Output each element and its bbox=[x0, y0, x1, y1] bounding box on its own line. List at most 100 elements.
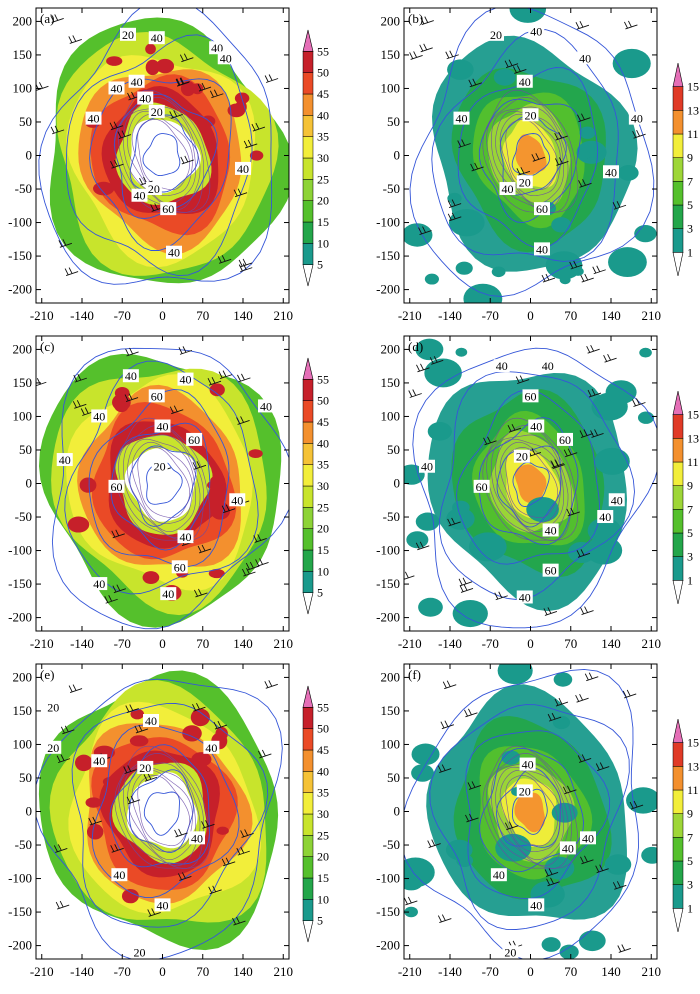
shade-patch bbox=[427, 422, 452, 441]
y-tick-label: 0 bbox=[394, 148, 401, 163]
wind-barb bbox=[50, 14, 64, 23]
contour-label-bg bbox=[154, 898, 171, 912]
colorbar-swatch bbox=[302, 379, 314, 401]
contour-label-text: 40 bbox=[456, 112, 468, 126]
contour-label: 20 bbox=[516, 784, 533, 798]
contour-label-bg bbox=[45, 700, 62, 714]
y-tick-label: -50 bbox=[383, 837, 400, 852]
contour-label-bg bbox=[522, 389, 539, 403]
shade-patch bbox=[79, 477, 97, 493]
contour-label: 60 bbox=[186, 432, 203, 447]
contour-label: 40 bbox=[166, 245, 182, 260]
contour-label: 40 bbox=[453, 111, 470, 126]
contour-label-text: 40 bbox=[180, 373, 192, 387]
colorbar-tick-label: 45 bbox=[317, 743, 329, 757]
wind-barb bbox=[238, 258, 253, 268]
wind-barb bbox=[174, 828, 188, 838]
wind-barb bbox=[197, 82, 212, 92]
shade-patch bbox=[455, 261, 473, 275]
contour-label: 40 bbox=[608, 493, 625, 507]
contour-label-text: 40 bbox=[519, 590, 531, 604]
contour-label: 20 bbox=[522, 108, 539, 122]
inner-contour bbox=[127, 438, 196, 533]
contour-label-text: 40 bbox=[93, 754, 105, 768]
wind-barb bbox=[566, 507, 580, 517]
x-tick-label: -210 bbox=[30, 964, 54, 979]
wind-barb bbox=[416, 363, 430, 373]
y-tick-label: -50 bbox=[383, 181, 400, 196]
contour-line bbox=[439, 371, 635, 600]
contour-line bbox=[512, 461, 550, 507]
contour-label-bg bbox=[151, 459, 168, 473]
contour-label-bg bbox=[539, 359, 556, 373]
contour-label-text: 40 bbox=[151, 31, 163, 45]
contour-label-bg bbox=[148, 389, 165, 403]
shade-patch bbox=[93, 181, 115, 196]
contour-label-text: 40 bbox=[93, 577, 105, 591]
wind-barb bbox=[470, 162, 484, 172]
shade-patch bbox=[142, 571, 160, 584]
contour-label-bg bbox=[217, 51, 234, 65]
contour-label-text: 20 bbox=[519, 175, 531, 189]
contour-label-bg bbox=[137, 760, 154, 774]
contour-label-bg bbox=[516, 590, 533, 604]
colorbar-swatch bbox=[302, 136, 314, 159]
x-tick-label: -70 bbox=[114, 636, 131, 651]
colorbar-tick-label: 1 bbox=[687, 901, 693, 915]
contour-label-text: 20 bbox=[148, 182, 160, 196]
shade-patch bbox=[587, 517, 622, 544]
wind-barb bbox=[547, 712, 562, 722]
colorbar-tick-label: 55 bbox=[317, 44, 329, 58]
shade-patch bbox=[446, 507, 475, 530]
contour-label-bg bbox=[177, 372, 194, 386]
contour-label-bg bbox=[148, 104, 165, 118]
y-tick-label: 50 bbox=[387, 442, 400, 457]
wind-barb bbox=[577, 113, 591, 123]
contour-label-text: 20 bbox=[490, 28, 502, 42]
wind-barb bbox=[584, 672, 599, 682]
colorbar-swatch bbox=[302, 877, 314, 900]
y-tick-label: 0 bbox=[26, 148, 33, 163]
contour-line bbox=[496, 445, 562, 528]
wind-barb bbox=[458, 577, 473, 587]
wind-barb bbox=[447, 517, 461, 527]
contour-label: 40 bbox=[189, 831, 205, 845]
inner-contour bbox=[491, 434, 569, 539]
shade-patch bbox=[545, 251, 583, 280]
inner-contour bbox=[505, 775, 559, 847]
wind-barb bbox=[221, 857, 236, 867]
contour-label-text: 40 bbox=[579, 51, 591, 65]
wind-barb bbox=[468, 78, 482, 88]
wind-barb bbox=[217, 255, 232, 264]
shade-patch bbox=[145, 59, 160, 76]
shade-patch bbox=[497, 664, 533, 685]
contour-label: 40 bbox=[148, 31, 165, 45]
shade-band bbox=[514, 464, 547, 504]
colorbar-tick-label: 10 bbox=[317, 564, 329, 578]
contour-label-bg bbox=[522, 108, 539, 122]
contour-label-bg bbox=[189, 831, 205, 845]
wind-barb bbox=[209, 89, 224, 99]
contour-label-bg bbox=[56, 453, 73, 467]
wind-barb bbox=[467, 781, 482, 790]
wind-barb bbox=[55, 900, 70, 910]
y-tick-label: -200 bbox=[376, 938, 400, 953]
contour-label-bg bbox=[419, 459, 435, 473]
contour-line bbox=[71, 703, 269, 928]
y-tick-label: -150 bbox=[376, 576, 400, 591]
colorbar-swatch bbox=[672, 204, 684, 229]
wind-barb bbox=[177, 872, 192, 881]
x-tick-label: 140 bbox=[233, 308, 253, 323]
y-tick-label: -100 bbox=[376, 871, 400, 886]
wind-barb bbox=[201, 820, 215, 829]
colorbar-tick-label: 15 bbox=[687, 736, 699, 750]
y-tick-label: -100 bbox=[8, 543, 32, 558]
wind-barb bbox=[437, 764, 452, 773]
shade-patch bbox=[626, 787, 657, 814]
contour-label-text: 40 bbox=[542, 359, 554, 373]
inner-contour bbox=[505, 447, 559, 519]
wind-barb bbox=[68, 35, 82, 44]
contour-label: 20 bbox=[148, 104, 165, 119]
